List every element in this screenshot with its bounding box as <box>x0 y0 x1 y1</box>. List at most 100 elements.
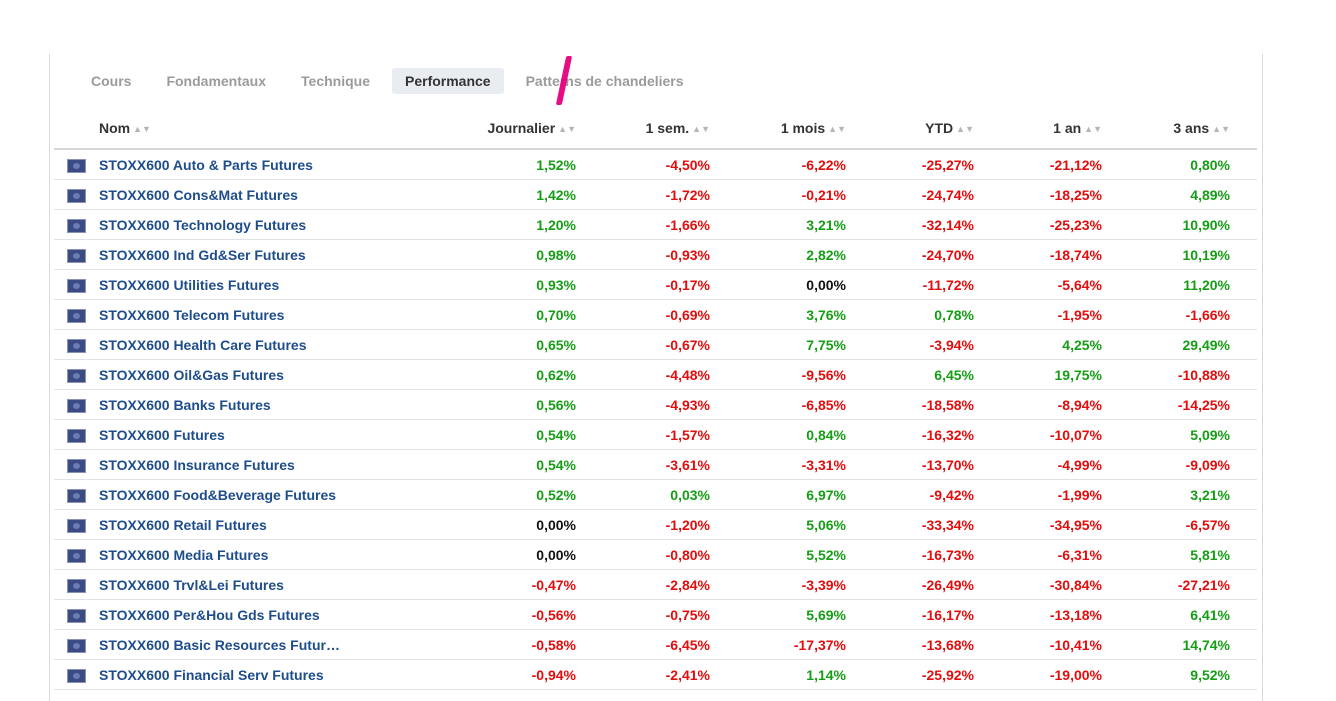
row-spacer <box>1230 359 1257 390</box>
sort-icon: ▲▼ <box>133 124 151 134</box>
sort-icon: ▲▼ <box>828 124 846 134</box>
tab-technique[interactable]: Technique <box>301 73 370 89</box>
flag-cell <box>54 269 99 300</box>
value-journalier: 0,56% <box>421 389 576 420</box>
instrument-link[interactable]: STOXX600 Auto & Parts Futures <box>99 156 313 173</box>
instrument-link[interactable]: STOXX600 Insurance Futures <box>99 456 295 473</box>
value-ytd: -13,70% <box>846 449 974 480</box>
instrument-link[interactable]: STOXX600 Health Care Futures <box>99 336 307 353</box>
table-row[interactable]: STOXX600 Auto & Parts Futures 1,52% -4,50%… <box>54 149 1257 180</box>
header-1-an[interactable]: 1 an ▲▼ <box>974 108 1102 150</box>
header-journalier[interactable]: Journalier ▲▼ <box>421 108 576 150</box>
value-1-an: -1,99% <box>974 479 1102 510</box>
eu-flag-icon <box>67 368 86 383</box>
performance-table: Nom ▲▼ Journalier ▲▼ 1 sem. ▲▼ 1 mois ▲▼ YTD… <box>54 108 1257 690</box>
table-row[interactable]: STOXX600 Oil&Gas Futures 0,62% -4,48% -9,56… <box>54 359 1257 390</box>
table-row[interactable]: STOXX600 Banks Futures 0,56% -4,93% -6,85% -… <box>54 389 1257 420</box>
tab-performance[interactable]: Performance <box>392 68 504 94</box>
header-label: 1 an <box>1053 120 1082 136</box>
flag-cell <box>54 359 99 390</box>
row-spacer <box>1230 509 1257 540</box>
value-1-an: -10,41% <box>974 629 1102 660</box>
value-3-ans: 29,49% <box>1102 329 1230 360</box>
eu-flag-icon <box>67 188 86 203</box>
value-1-sem: -4,50% <box>576 149 710 180</box>
flag-cell <box>54 569 99 600</box>
row-spacer <box>1230 239 1257 270</box>
value-1-sem: -1,20% <box>576 509 710 540</box>
table-row[interactable]: STOXX600 Financial Serv Futures -0,94% -2,… <box>54 659 1257 690</box>
sort-icon: ▲▼ <box>558 124 576 134</box>
header-1-sem[interactable]: 1 sem. ▲▼ <box>576 108 710 150</box>
instrument-link[interactable]: STOXX600 Oil&Gas Futures <box>99 366 284 383</box>
header-nom[interactable]: Nom ▲▼ <box>99 108 421 150</box>
table-row[interactable]: STOXX600 Cons&Mat Futures 1,42% -1,72% -0,2… <box>54 179 1257 210</box>
tab-cours[interactable]: Cours <box>91 73 132 89</box>
flag-cell <box>54 539 99 570</box>
instrument-link[interactable]: STOXX600 Media Futures <box>99 546 269 563</box>
tab-patterns-de-chandeliers[interactable]: Patterns de chandeliers <box>525 73 684 89</box>
value-ytd: -33,34% <box>846 509 974 540</box>
instrument-link[interactable]: STOXX600 Basic Resources Futur… <box>99 636 340 653</box>
instrument-link[interactable]: STOXX600 Per&Hou Gds Futures <box>99 606 320 623</box>
name-cell: STOXX600 Financial Serv Futures <box>99 659 421 690</box>
table-row[interactable]: STOXX600 Retail Futures 0,00% -1,20% 5,06% -… <box>54 509 1257 540</box>
value-3-ans: 10,19% <box>1102 239 1230 270</box>
header-ytd[interactable]: YTD ▲▼ <box>846 108 974 150</box>
value-journalier: 1,20% <box>421 209 576 240</box>
value-1-sem: -2,41% <box>576 659 710 690</box>
value-ytd: -18,58% <box>846 389 974 420</box>
tab-fondamentaux[interactable]: Fondamentaux <box>166 73 267 89</box>
instrument-link[interactable]: STOXX600 Utilities Futures <box>99 276 280 293</box>
table-row[interactable]: STOXX600 Trvl&Lei Futures -0,47% -2,84% -3,… <box>54 569 1257 600</box>
table-row[interactable]: STOXX600 Basic Resources Futur… -0,58% -6,… <box>54 629 1257 660</box>
instrument-link[interactable]: STOXX600 Ind Gd&Ser Futures <box>99 246 306 263</box>
table-row[interactable]: STOXX600 Food&Beverage Futures 0,52% 0,03%… <box>54 479 1257 510</box>
table-row[interactable]: STOXX600 Telecom Futures 0,70% -0,69% 3,76%… <box>54 299 1257 330</box>
flag-cell <box>54 629 99 660</box>
value-3-ans: -9,09% <box>1102 449 1230 480</box>
instrument-link[interactable]: STOXX600 Retail Futures <box>99 516 267 533</box>
instrument-link[interactable]: STOXX600 Banks Futures <box>99 396 271 413</box>
performance-panel: Cours Fondamentaux Technique Performance… <box>49 54 1263 701</box>
header-3-ans[interactable]: 3 ans ▲▼ <box>1102 108 1230 150</box>
table-row[interactable]: STOXX600 Ind Gd&Ser Futures 0,98% -0,93% 2,… <box>54 239 1257 270</box>
value-1-mois: 7,75% <box>710 329 846 360</box>
instrument-link[interactable]: STOXX600 Technology Futures <box>99 216 307 233</box>
row-spacer <box>1230 569 1257 600</box>
row-spacer <box>1230 479 1257 510</box>
value-journalier: 0,70% <box>421 299 576 330</box>
table-row[interactable]: STOXX600 Insurance Futures 0,54% -3,61% -3,… <box>54 449 1257 480</box>
table-row[interactable]: STOXX600 Health Care Futures 0,65% -0,67% 7… <box>54 329 1257 360</box>
value-1-an: -25,23% <box>974 209 1102 240</box>
value-1-mois: 6,97% <box>710 479 846 510</box>
table-row[interactable]: STOXX600 Futures 0,54% -1,57% 0,84% -16,32% -… <box>54 419 1257 450</box>
instrument-link[interactable]: STOXX600 Cons&Mat Futures <box>99 186 298 203</box>
table-row[interactable]: STOXX600 Per&Hou Gds Futures -0,56% -0,75%… <box>54 599 1257 630</box>
header-flag <box>54 108 99 150</box>
value-3-ans: 11,20% <box>1102 269 1230 300</box>
value-1-mois: 0,00% <box>710 269 846 300</box>
instrument-link[interactable]: STOXX600 Food&Beverage Futures <box>99 486 337 503</box>
row-spacer <box>1230 329 1257 360</box>
eu-flag-icon <box>67 308 86 323</box>
value-journalier: 0,54% <box>421 419 576 450</box>
table-row[interactable]: STOXX600 Technology Futures 1,20% -1,66% 3,… <box>54 209 1257 240</box>
header-1-mois[interactable]: 1 mois ▲▼ <box>710 108 846 150</box>
instrument-link[interactable]: STOXX600 Telecom Futures <box>99 306 285 323</box>
value-journalier: 0,52% <box>421 479 576 510</box>
value-1-mois: -3,39% <box>710 569 846 600</box>
table-row[interactable]: STOXX600 Utilities Futures 0,93% -0,17% 0,0… <box>54 269 1257 300</box>
value-1-an: -4,99% <box>974 449 1102 480</box>
value-ytd: -3,94% <box>846 329 974 360</box>
instrument-link[interactable]: STOXX600 Futures <box>99 426 225 443</box>
eu-flag-icon <box>67 218 86 233</box>
value-1-mois: -6,85% <box>710 389 846 420</box>
instrument-link[interactable]: STOXX600 Financial Serv Futures <box>99 666 324 683</box>
value-ytd: -25,27% <box>846 149 974 180</box>
value-ytd: -25,92% <box>846 659 974 690</box>
row-spacer <box>1230 599 1257 630</box>
instrument-link[interactable]: STOXX600 Trvl&Lei Futures <box>99 576 284 593</box>
header-label: Journalier <box>487 120 556 136</box>
table-row[interactable]: STOXX600 Media Futures 0,00% -0,80% 5,52% -1… <box>54 539 1257 570</box>
